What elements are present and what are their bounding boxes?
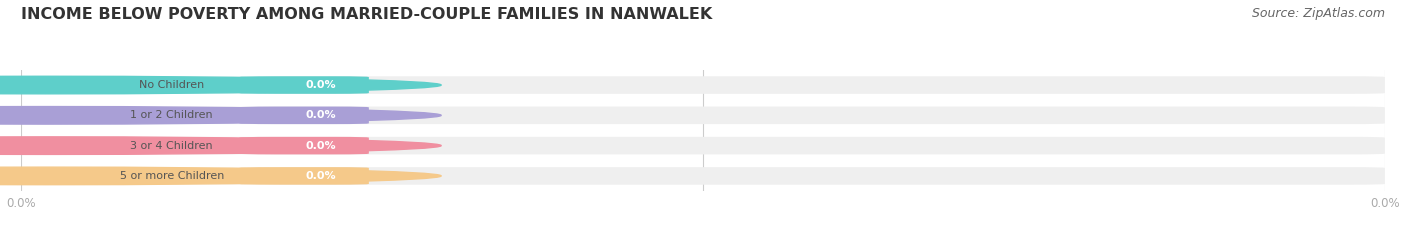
Text: No Children: No Children [139, 80, 204, 90]
Text: INCOME BELOW POVERTY AMONG MARRIED-COUPLE FAMILIES IN NANWALEK: INCOME BELOW POVERTY AMONG MARRIED-COUPL… [21, 7, 713, 22]
FancyBboxPatch shape [28, 137, 281, 154]
Circle shape [0, 76, 441, 94]
Text: 3 or 4 Children: 3 or 4 Children [131, 141, 214, 151]
Text: 0.0%: 0.0% [307, 141, 336, 151]
FancyBboxPatch shape [28, 76, 281, 94]
FancyBboxPatch shape [239, 76, 368, 94]
Circle shape [0, 137, 441, 154]
FancyBboxPatch shape [21, 137, 1385, 154]
FancyBboxPatch shape [28, 167, 281, 185]
FancyBboxPatch shape [28, 106, 281, 124]
Text: 0.0%: 0.0% [307, 110, 336, 120]
Text: 0.0%: 0.0% [307, 80, 336, 90]
Text: 5 or more Children: 5 or more Children [120, 171, 224, 181]
FancyBboxPatch shape [21, 76, 1385, 94]
FancyBboxPatch shape [239, 167, 368, 185]
FancyBboxPatch shape [239, 106, 368, 124]
FancyBboxPatch shape [21, 106, 1385, 124]
Text: Source: ZipAtlas.com: Source: ZipAtlas.com [1251, 7, 1385, 20]
Text: 1 or 2 Children: 1 or 2 Children [131, 110, 214, 120]
FancyBboxPatch shape [21, 167, 1385, 185]
Circle shape [0, 106, 441, 124]
FancyBboxPatch shape [239, 137, 368, 154]
Circle shape [0, 167, 441, 185]
Text: 0.0%: 0.0% [307, 171, 336, 181]
